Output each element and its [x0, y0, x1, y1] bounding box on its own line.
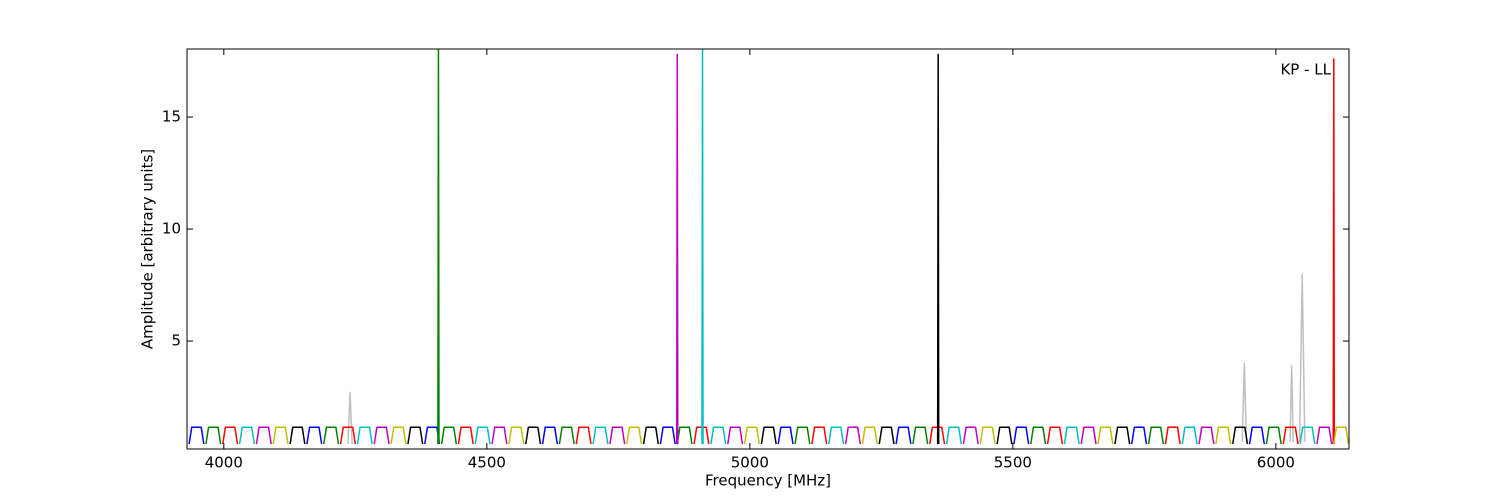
series-line: [272, 426, 1350, 445]
y-tick-label: 5: [171, 332, 181, 350]
x-tick-label: 4000: [205, 454, 243, 472]
x-axis-label: Frequency [MHz]: [705, 472, 831, 490]
plot-frame: [186, 48, 1350, 450]
series-line: [222, 58, 1336, 445]
series-line: [188, 426, 1266, 445]
x-tick-label: 5500: [994, 454, 1032, 472]
series-line: [255, 53, 1333, 445]
y-tick-label: 15: [162, 108, 181, 126]
series-line: [347, 273, 1306, 445]
series-line: [238, 49, 1316, 445]
annotation: KP - LL: [1280, 61, 1331, 79]
x-tick-label: 5000: [731, 454, 769, 472]
y-axis-label: Amplitude [arbitrary units]: [139, 149, 157, 349]
series-line: [289, 53, 1249, 445]
series-line: [205, 49, 1282, 445]
x-tick-label: 6000: [1257, 454, 1295, 472]
y-tick-label: 10: [162, 220, 181, 238]
x-tick-label: 4500: [468, 454, 506, 472]
